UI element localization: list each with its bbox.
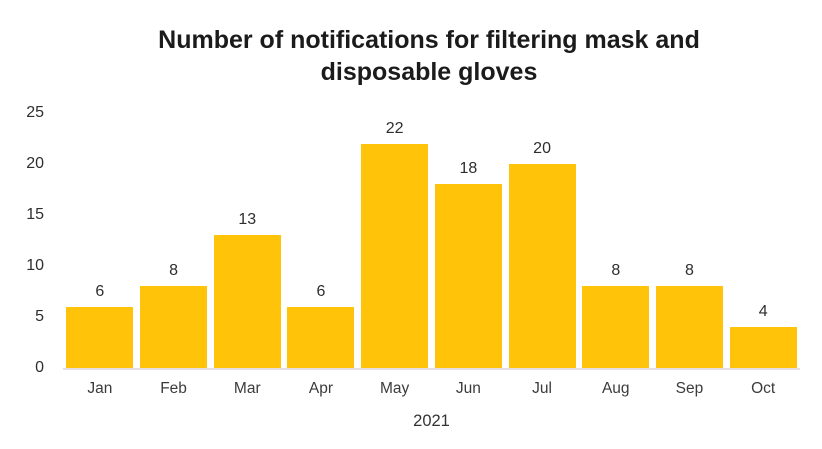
bar (361, 143, 429, 368)
x-tick-label: Aug (601, 380, 630, 397)
bar-value-label: 6 (316, 282, 326, 300)
bars-container: 6 8 13 6 22 18 20 8 8 4 (63, 113, 800, 368)
x-axis-title: 2021 (413, 412, 450, 430)
y-axis: 0 5 10 15 20 25 (0, 104, 46, 376)
y-tick-label: 5 (35, 308, 44, 325)
plot-area: 6 8 13 6 22 18 20 8 8 4 (63, 113, 800, 370)
x-tick-label: Apr (308, 380, 334, 397)
chart-title: Number of notifications for filtering ma… (129, 24, 729, 88)
x-axis: Jan Feb Mar Apr May Jun Jul Aug Sep Oct (63, 380, 800, 398)
bar (434, 184, 502, 368)
bar-value-label: 18 (459, 160, 478, 178)
bar (213, 235, 281, 368)
x-tick-label: Mar (233, 380, 261, 397)
bar-slot: 6 (63, 113, 137, 368)
bar (655, 286, 723, 368)
x-tick-label: Sep (675, 380, 704, 397)
y-tick-label: 15 (26, 206, 44, 223)
bar-slot: 8 (653, 113, 727, 368)
y-tick-label: 10 (26, 257, 44, 274)
bar-value-label: 8 (611, 262, 621, 280)
chart-title-line1: Number of notifications for filtering ma… (158, 26, 700, 54)
bar-slot: 13 (210, 113, 284, 368)
bar (508, 164, 576, 368)
bar-value-label: 22 (385, 119, 404, 137)
x-tick-label: Oct (751, 380, 776, 397)
bar-value-label: 6 (95, 282, 105, 300)
bar-value-label: 4 (758, 303, 768, 321)
x-tick-label: Feb (160, 380, 187, 397)
bar-value-label: 20 (533, 140, 551, 157)
x-tick-label: Jun (455, 380, 481, 397)
bar-slot: 8 (137, 113, 211, 368)
bar (66, 306, 134, 368)
chart-title-line2: disposable gloves (320, 58, 538, 86)
x-tick-label: Jul (532, 380, 552, 397)
bar (582, 286, 650, 368)
bar-slot: 18 (432, 113, 506, 368)
y-tick-label: 0 (35, 359, 44, 376)
bar (287, 306, 355, 368)
bar-value-label: 8 (169, 262, 178, 280)
bar-value-label: 8 (685, 262, 694, 280)
bar-slot: 8 (579, 113, 653, 368)
x-tick-label: Jan (87, 380, 113, 397)
bar (729, 327, 797, 368)
bar-slot: 22 (358, 113, 432, 368)
bar-slot: 4 (726, 113, 800, 368)
x-tick-label: May (380, 380, 410, 397)
bar (140, 286, 208, 368)
bar-slot: 20 (505, 113, 579, 368)
y-tick-label: 20 (26, 155, 44, 172)
bar-slot: 6 (284, 113, 358, 368)
bar-value-label: 13 (238, 211, 257, 229)
y-tick-label: 25 (26, 104, 44, 121)
